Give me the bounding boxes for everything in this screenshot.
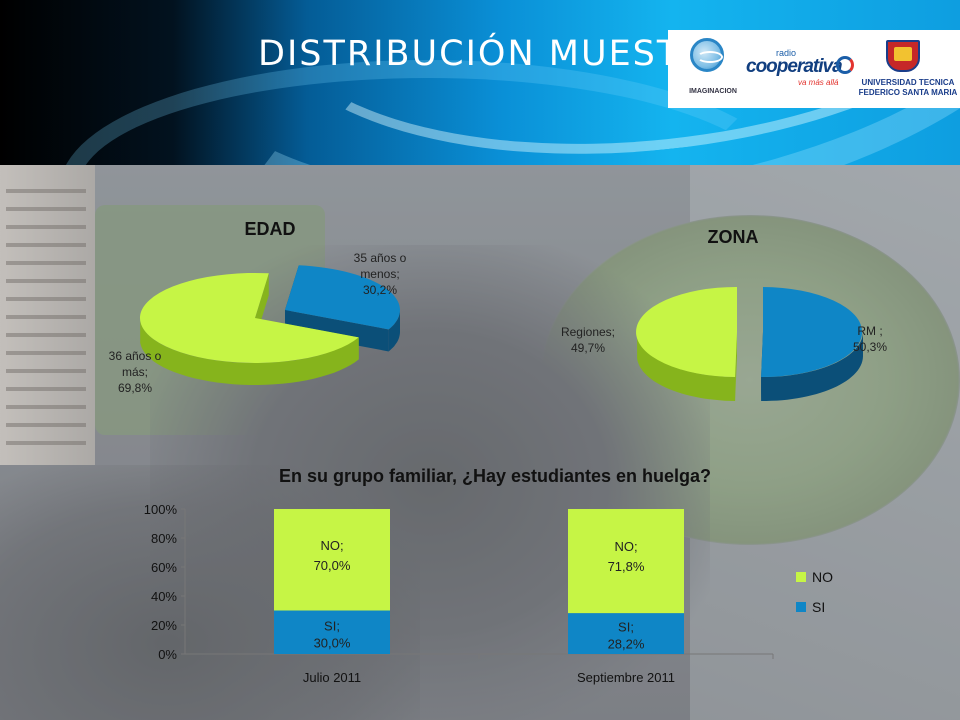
edad-chart-title: EDAD [244,219,295,239]
zona-chart-title: ZONA [708,227,759,247]
cooperativa-tagline-text: va más allá [798,78,839,87]
bar-y-tick-label: 0% [158,647,177,662]
utfsm-logo-line2: FEDERICO SANTA MARIA [858,88,958,97]
zona-slice-label: Regiones; [561,325,615,339]
bar-y-tick-label: 60% [151,560,177,575]
cooperativa-name-text: cooperativa [746,56,843,77]
globe-icon [690,38,724,72]
utfsm-logo-line1: UNIVERSIDAD TECNICA [861,78,955,87]
imaginacion-logo: IMAGINACION [678,34,738,104]
logo-strip: IMAGINACION radio cooperativa va más all… [668,30,960,108]
bar-chart-title: En su grupo familiar, ¿Hay estudiantes e… [279,466,711,486]
bar-y-tick-label: 80% [151,531,177,546]
edad-pie-slice-1 [139,272,359,363]
bar-no-0 [274,509,390,611]
bar-legend-swatch [796,572,806,582]
edad-slice-label: 30,2% [363,283,397,297]
bar-legend-swatch [796,602,806,612]
photo-haze [0,165,960,720]
bar-si-0 [274,610,390,654]
bar-y-tick-label: 40% [151,589,177,604]
zona-slice-label: 50,3% [853,340,887,354]
zona-pie-slice-1 [636,286,737,377]
bar-no-label: NO; [614,539,637,554]
edad-slice-label: 36 años o [109,349,162,363]
utfsm-logo: UNIVERSIDAD TECNICA FEDERICO SANTA MARIA [856,40,960,102]
bar-si-label: 30,0% [314,635,351,650]
photo-building [0,165,95,465]
bar-si-label: 28,2% [608,637,645,652]
zona-pie-slice-face-1 [735,332,737,401]
bar-no-label: 71,8% [608,559,645,574]
bar-x-tick-label: Septiembre 2011 [577,670,675,685]
edad-slice-label: más; [122,365,148,379]
edad-pie-slice-0 [285,265,400,330]
edad-pie-slice-side-1 [140,320,359,385]
slide-title: DISTRIBUCIÓN MUESTRA [258,34,732,74]
edad-slice-label: 69,8% [118,381,152,395]
bar-no-1 [568,509,684,614]
edad-pie-slice-side-0 [388,310,400,352]
edad-slice-label: 35 años o [354,251,407,265]
zona-slice-label: 49,7% [571,341,605,355]
bar-no-label: NO; [320,538,343,553]
edad-pie-slice-face-0 [285,310,389,352]
zona-slice-label: RM ; [857,324,882,338]
bar-x-tick-label: Julio 2011 [303,670,361,685]
slide-header: DISTRIBUCIÓN MUESTRA IMAGINACION radio c… [0,0,960,165]
bar-legend-label: NO [812,569,833,585]
bar-legend-label: SI [812,599,825,615]
cooperativa-logo: radio cooperativa va más allá [746,48,856,88]
zona-pie-slice-0 [761,287,863,378]
bar-si-label: SI; [618,620,634,635]
bar-y-tick-label: 100% [144,502,178,517]
shield-icon [886,40,920,72]
cooperativa-ring-icon [836,56,854,74]
zona-pie-slice-side-1 [637,333,736,401]
bar-si-label: SI; [324,618,340,633]
cooperativa-radio-text: radio [776,48,797,58]
imaginacion-logo-text: IMAGINACION [689,88,737,95]
zona-pie-slice-side-0 [761,332,863,401]
bar-no-label: 70,0% [314,558,351,573]
bar-y-tick-label: 20% [151,618,177,633]
background-photo [0,165,960,720]
bar-si-1 [568,613,684,654]
edad-slice-label: menos; [360,267,399,281]
